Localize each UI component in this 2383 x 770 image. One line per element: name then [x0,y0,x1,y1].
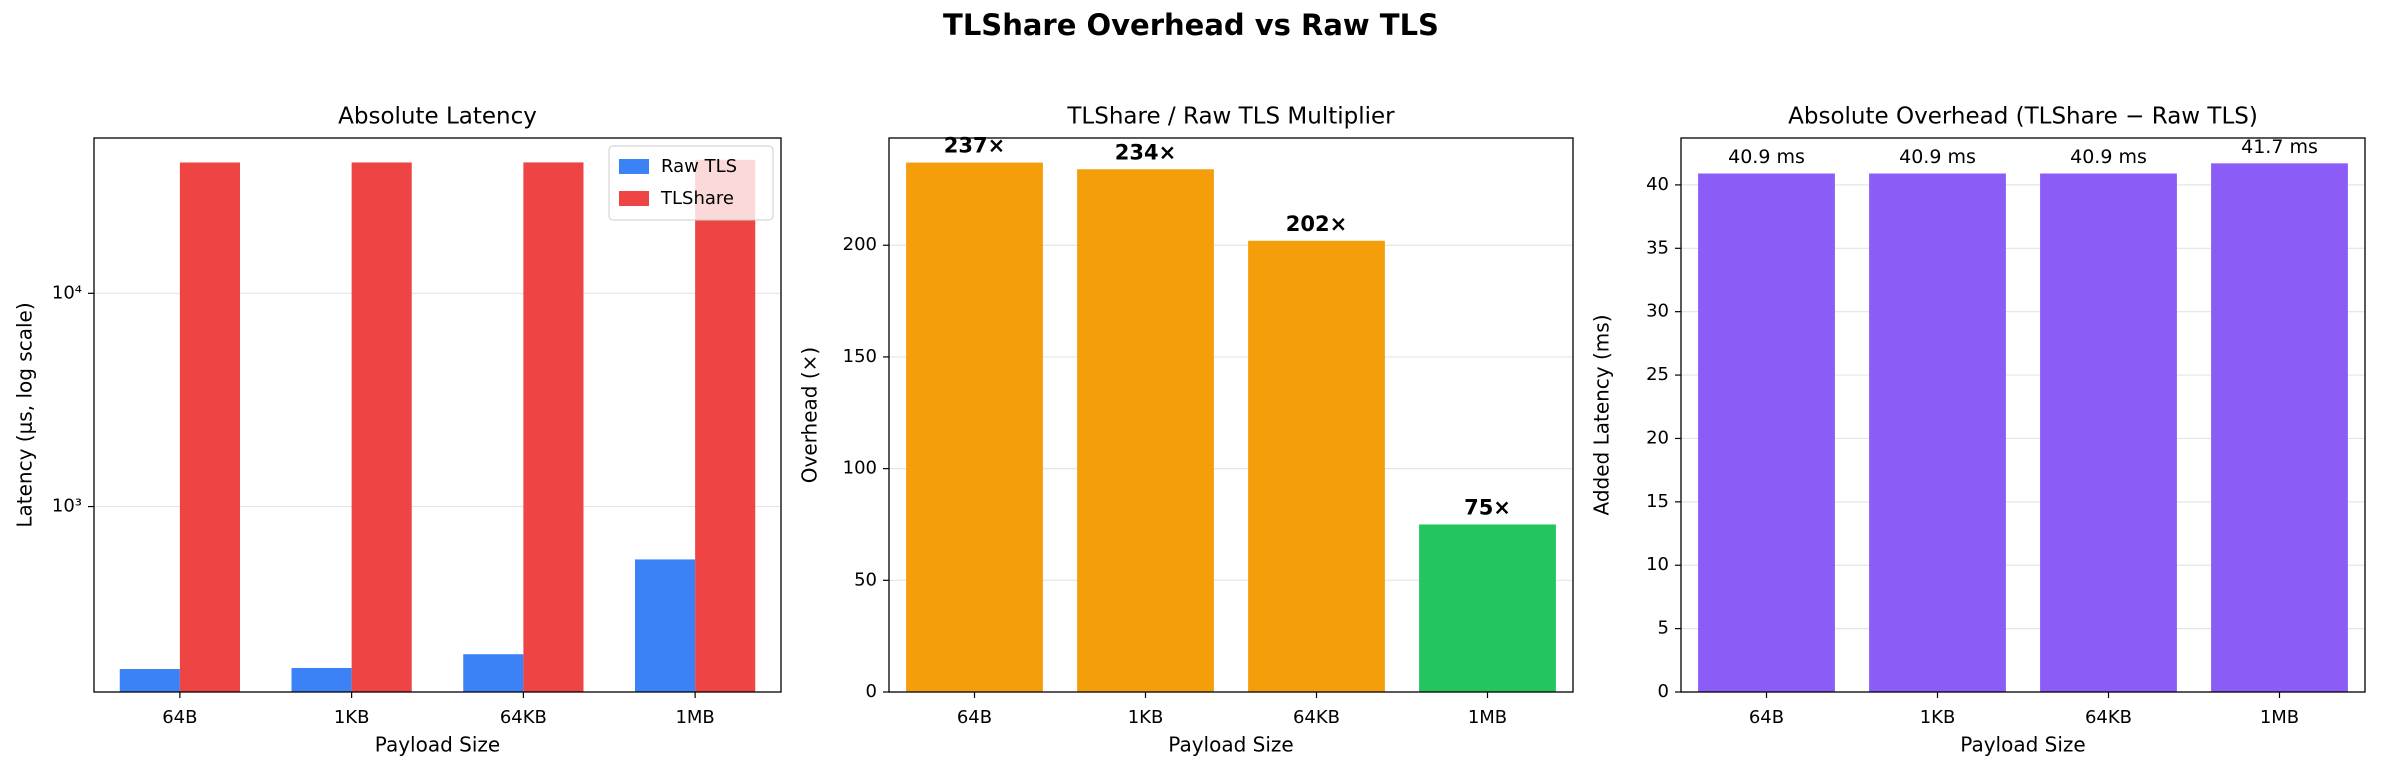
value-label: 237× [944,134,1005,158]
value-label: 202× [1286,212,1347,236]
x-tick-label: 64KB [2085,707,2132,728]
y-tick-label: 150 [843,346,877,367]
x-axis-label: Payload Size [375,733,500,757]
bar [119,669,180,692]
bar [523,162,584,693]
legend-swatch [619,191,649,206]
y-axis-label: Added Latency (ms) [1590,315,1614,516]
y-tick-label: 25 [1646,364,1669,385]
y-tick-label: 10⁴ [52,282,82,303]
y-axis-label: Latency (μs, log scale) [13,302,37,527]
bar [2211,163,2348,693]
y-tick-label: 10 [1646,554,1669,575]
x-tick-label: 64KB [1293,707,1340,728]
x-tick-label: 1KB [334,707,370,728]
plot-frame [1680,137,2366,693]
y-tick-label: 40 [1646,174,1669,195]
bar [2040,173,2177,692]
x-tick-label: 64B [1749,707,1784,728]
x-tick-label: 1MB [2260,707,2299,728]
x-tick-label: 64B [957,707,992,728]
y-tick-label: 100 [843,458,877,479]
y-tick-label: 50 [854,569,877,590]
panel-title: TLShare / Raw TLS Multiplier [1066,104,1395,130]
value-label: 41.7 ms [2241,136,2318,158]
x-tick-label: 1MB [1468,707,1507,728]
x-tick-label: 1MB [675,707,714,728]
legend-label: TLShare [660,188,734,209]
y-tick-label: 5 [1658,618,1669,639]
value-label: 40.9 ms [2070,146,2147,168]
y-tick-label: 30 [1646,301,1669,322]
y-tick-label: 20 [1646,427,1669,448]
legend-box [608,145,774,221]
plot-frame [888,137,1574,693]
bar [179,162,240,692]
bar [1248,240,1385,693]
figure-title: TLShare Overhead vs Raw TLS [943,8,1439,42]
y-tick-label: 200 [843,234,877,255]
y-tick-label: 0 [1658,681,1669,702]
x-tick-label: 1KB [1128,707,1164,728]
value-label: 75× [1464,495,1511,519]
bar [463,654,524,692]
bar [291,667,352,692]
y-axis-label: Overhead (×) [798,347,822,483]
value-label: 40.9 ms [1728,146,1805,168]
bar [351,162,412,692]
panel-title: Absolute Overhead (TLShare − Raw TLS) [1788,104,2258,130]
bar [1698,173,1835,692]
y-tick-label: 0 [866,681,877,702]
bar [906,162,1043,693]
x-axis-label: Payload Size [1960,733,2085,757]
x-axis-label: Payload Size [1168,733,1293,757]
bar [695,159,756,692]
bar [635,559,696,692]
x-tick-label: 64KB [500,707,547,728]
y-tick-label: 10³ [52,496,82,517]
x-tick-label: 64B [162,707,197,728]
plot-frame [93,137,782,693]
y-tick-label: 15 [1646,491,1669,512]
value-label: 40.9 ms [1899,146,1976,168]
bar [1077,169,1214,693]
x-tick-label: 1KB [1920,707,1956,728]
value-label: 234× [1115,140,1176,164]
bar [1869,173,2006,692]
y-tick-label: 35 [1646,237,1669,258]
legend-label: Raw TLS [661,156,737,177]
legend-swatch [619,159,649,174]
panel-title: Absolute Latency [338,104,537,130]
bar [1419,524,1556,692]
